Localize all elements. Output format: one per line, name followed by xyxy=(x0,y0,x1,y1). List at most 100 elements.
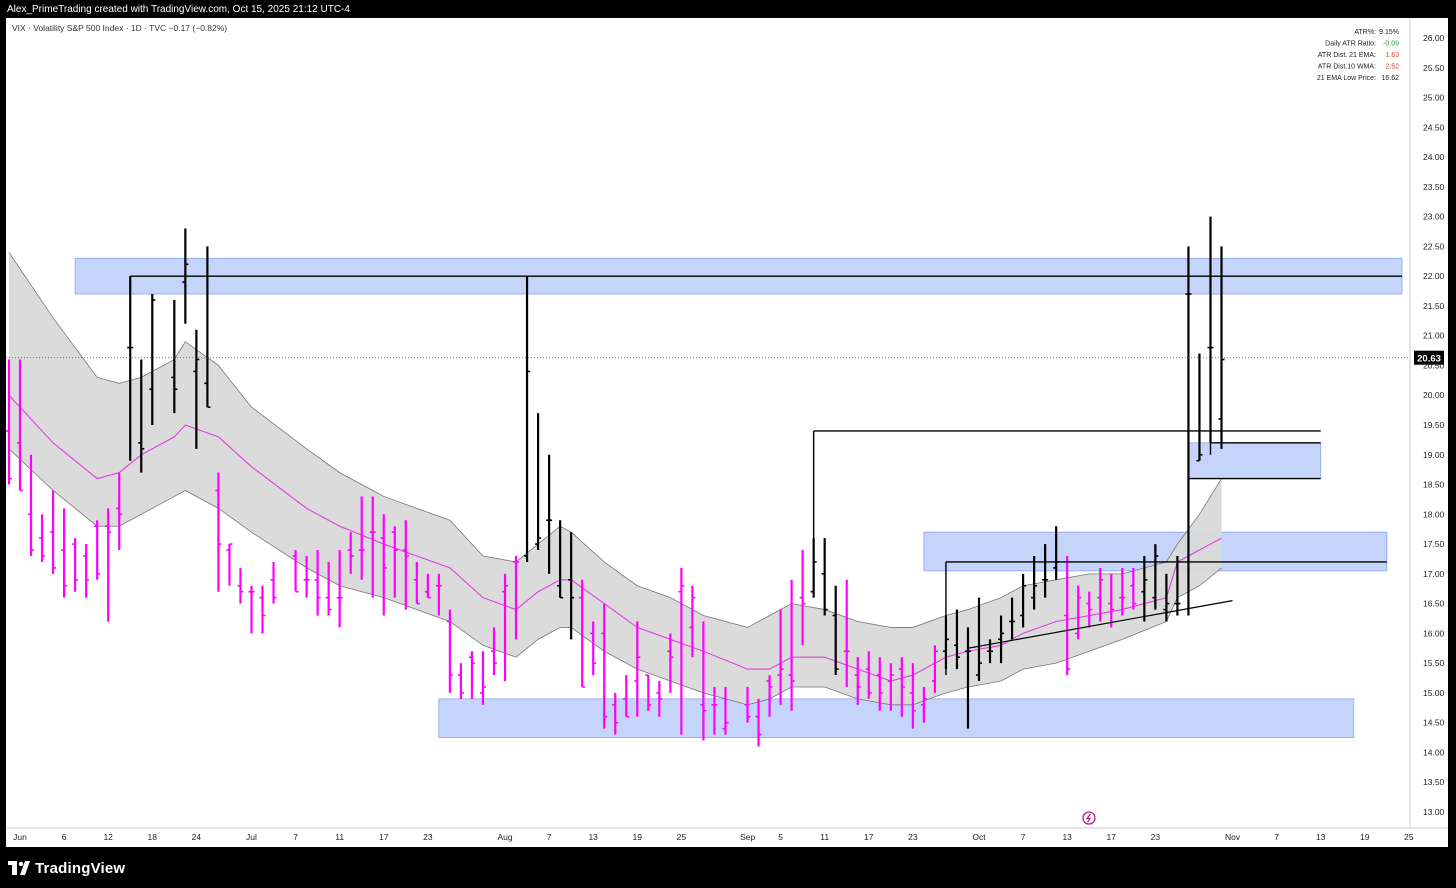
time-tick-label: 12 xyxy=(103,832,113,842)
lightning-icon xyxy=(1082,811,1096,825)
ohlc-bar xyxy=(1152,544,1159,610)
ohlc-bar xyxy=(325,561,332,616)
ohlc-bar xyxy=(777,609,784,705)
time-tick-label: Aug xyxy=(497,832,512,842)
ohlc-bar xyxy=(303,555,310,598)
ohlc-bar xyxy=(832,585,839,676)
ohlc-bar xyxy=(402,520,409,610)
ohlc-bar xyxy=(1141,555,1148,622)
price-tick-label: 22.00 xyxy=(1423,271,1445,281)
ohlc-bar xyxy=(766,675,773,717)
ohlc-bar xyxy=(413,561,420,605)
axes: 13.00 13.50 14.00 14.50 15.00 15.50 16.00 16.50… xyxy=(6,18,1448,842)
ohlc-bar xyxy=(953,609,960,670)
price-tick-label: 20.00 xyxy=(1423,390,1445,400)
ohlc-bar xyxy=(799,550,806,646)
time-tick-label: 18 xyxy=(148,832,158,842)
ohlc-bar xyxy=(358,496,365,580)
time-tick-label: 17 xyxy=(864,832,874,842)
time-tick-label: Jul xyxy=(246,832,257,842)
ohlc-bar xyxy=(457,663,464,699)
time-tick-label: 11 xyxy=(335,832,344,842)
ohlc-bar xyxy=(987,639,994,664)
ohlc-bar xyxy=(380,514,387,616)
ohlc-bar xyxy=(931,645,938,693)
price-tick-label: 26.00 xyxy=(1423,33,1445,43)
legend: VIX · Volatility S&P 500 Index · 1D · TV… xyxy=(12,23,1399,825)
vix-ohlc-chart[interactable]: 20.63 13.00 13.50 14.00 14.50 15.00 15.50 16.0… xyxy=(6,18,1448,847)
ohlc-bar xyxy=(876,657,883,711)
ohlc-bar xyxy=(468,651,475,699)
ohlc-bar xyxy=(248,585,255,634)
ohlc-bar xyxy=(998,615,1005,664)
ohlc-bar xyxy=(149,294,156,425)
stats-label: ATR Dist.10 WMA: xyxy=(1318,64,1376,71)
time-tick-label: 23 xyxy=(908,832,918,842)
ohlc-bar xyxy=(6,359,12,485)
time-tick-label: 13 xyxy=(1062,832,1072,842)
ohlc-bar xyxy=(623,675,630,718)
time-tick-label: 24 xyxy=(192,832,202,842)
last-price-line: 20.63 xyxy=(6,350,1444,365)
ohlc-bar xyxy=(1130,567,1137,610)
ohlc-bar xyxy=(821,538,828,616)
time-tick-label: 7 xyxy=(1021,832,1026,842)
ohlc-bars xyxy=(6,216,1225,747)
lightning-icon-bolt xyxy=(1085,813,1092,823)
ohlc-bar xyxy=(1218,246,1225,449)
ohlc-bar xyxy=(711,686,718,735)
ohlc-bar xyxy=(1075,585,1082,640)
time-tick-label: 19 xyxy=(633,832,643,842)
ohlc-bar xyxy=(237,567,244,604)
price-tick-label: 16.00 xyxy=(1423,628,1445,638)
chart-frame[interactable]: 20.63 13.00 13.50 14.00 14.50 15.00 15.50 16.0… xyxy=(6,18,1448,847)
price-tick-label: 18.50 xyxy=(1423,480,1445,490)
ohlc-bar xyxy=(612,692,619,735)
ohlc-bar xyxy=(61,508,68,598)
tradingview-logo[interactable]: TradingView xyxy=(8,859,125,877)
ohlc-bar xyxy=(568,532,575,640)
ohlc-bar xyxy=(678,567,685,735)
ohlc-bar xyxy=(843,579,850,687)
ohlc-bar xyxy=(700,621,707,741)
ohlc-bar xyxy=(1064,555,1071,676)
time-tick-label: 25 xyxy=(677,832,687,842)
ohlc-bar xyxy=(193,329,200,449)
ohlc-bar xyxy=(535,413,542,551)
ohlc-bar xyxy=(435,573,442,616)
ohlc-bar xyxy=(39,514,46,562)
ohlc-bar xyxy=(1174,555,1181,616)
ohlc-bar xyxy=(138,359,145,473)
price-tick-label: 24.50 xyxy=(1423,122,1445,132)
time-tick-label: 13 xyxy=(588,832,598,842)
ohlc-bar xyxy=(105,508,112,622)
time-tick-label: 25 xyxy=(1404,832,1414,842)
ohlc-bar xyxy=(909,663,916,729)
ohlc-bar xyxy=(920,686,927,723)
price-tick-label: 23.50 xyxy=(1423,182,1445,192)
ohlc-bar xyxy=(689,585,696,658)
ohlc-bar xyxy=(1086,591,1093,628)
ohlc-bar xyxy=(788,579,795,711)
ohlc-bar xyxy=(964,627,971,729)
ohlc-bar xyxy=(94,520,101,580)
time-tick-label: 23 xyxy=(1151,832,1161,842)
price-tick-label: 21.50 xyxy=(1423,301,1445,311)
time-tick-label: 5 xyxy=(778,832,783,842)
time-tick-label: 11 xyxy=(820,832,829,842)
price-zone xyxy=(438,698,1355,738)
stats-value: 2.52 xyxy=(1385,64,1399,71)
ohlc-bar xyxy=(976,597,982,682)
time-tick-label: 7 xyxy=(547,832,552,842)
price-tick-label: 17.00 xyxy=(1423,569,1445,579)
chart-caption: Alex_PrimeTrading created with TradingVi… xyxy=(7,4,350,15)
last-price-label: 20.63 xyxy=(1417,354,1441,365)
price-tick-label: 24.00 xyxy=(1423,152,1445,162)
price-tick-label: 18.00 xyxy=(1423,509,1445,519)
price-tick-label: 15.00 xyxy=(1423,688,1445,698)
ohlc-bar xyxy=(424,573,431,599)
price-tick-label: 21.00 xyxy=(1423,331,1445,341)
price-tick-label: 15.50 xyxy=(1423,658,1445,668)
brand-name: TradingView xyxy=(35,859,126,877)
ohlc-bar xyxy=(634,621,641,717)
